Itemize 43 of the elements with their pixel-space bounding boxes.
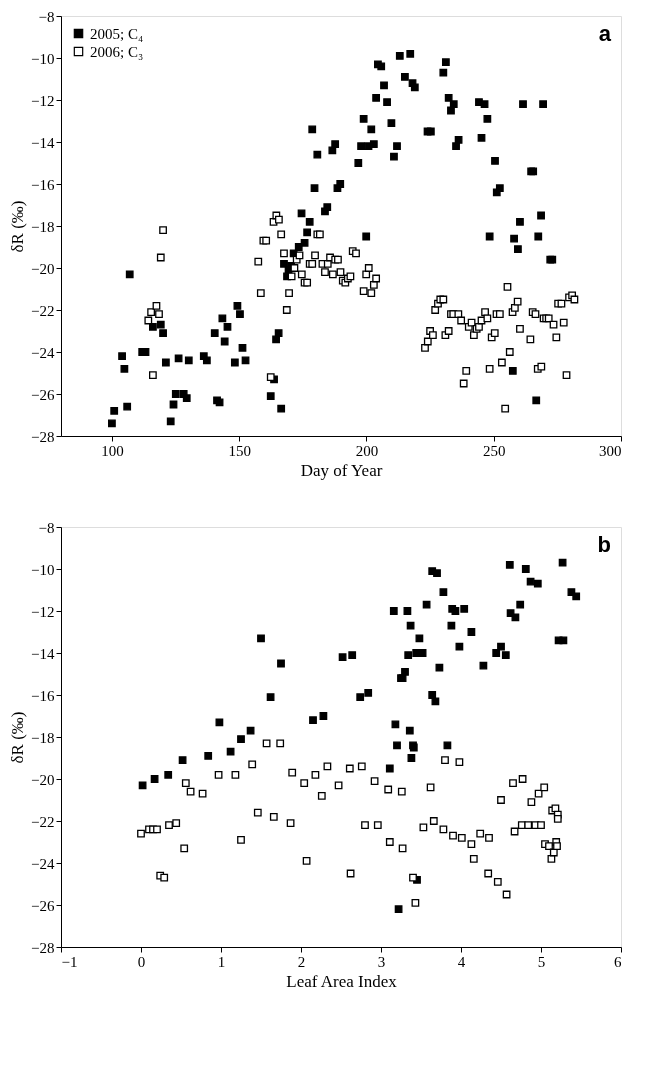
y-axis-title: δR (‰) — [8, 711, 28, 764]
annotation: a — [598, 21, 612, 46]
y-tick-label: −26 — [31, 897, 55, 914]
y-tick-label: −10 — [31, 50, 55, 67]
y-tick-label: −16 — [31, 687, 55, 704]
y-tick-label: −26 — [31, 386, 55, 403]
x-tick-label: 3 — [377, 953, 386, 970]
y-tick-label: −8 — [38, 8, 55, 25]
y-tick-label: −18 — [31, 218, 55, 235]
y-tick-label: −16 — [31, 176, 55, 193]
x-tick-label: 6 — [614, 953, 622, 970]
x-axis-title: Leaf Area Index — [286, 971, 398, 991]
x-tick-label: −1 — [61, 953, 78, 970]
y-tick-label: −14 — [31, 134, 55, 151]
y-tick-label: −20 — [31, 771, 55, 788]
y-tick-label: −12 — [31, 92, 55, 109]
x-tick-label: 2 — [297, 953, 306, 970]
y-tick-label: −24 — [31, 855, 55, 872]
y-tick-label: −20 — [31, 260, 55, 277]
x-tick-label: 100 — [101, 442, 124, 459]
x-tick-label: 300 — [599, 442, 622, 459]
x-tick-label: 200 — [355, 442, 379, 459]
y-tick-label: −28 — [31, 939, 55, 956]
y-tick-label: −18 — [31, 729, 55, 746]
x-tick-label: 5 — [537, 953, 546, 970]
y-tick-label: −8 — [38, 519, 55, 536]
legend-label: 2006; C₃ — [90, 43, 144, 60]
x-tick-label: 0 — [137, 953, 146, 970]
y-tick-label: −12 — [31, 603, 55, 620]
annotation: b — [597, 532, 611, 557]
y-tick-label: −28 — [31, 428, 55, 445]
y-tick-label: −22 — [31, 302, 55, 319]
legend-label: 2005; C₄ — [90, 25, 144, 42]
x-tick-label: 150 — [228, 442, 251, 459]
y-tick-label: −10 — [31, 561, 55, 578]
x-axis-title: Day of Year — [300, 460, 383, 480]
y-tick-label: −24 — [31, 344, 55, 361]
x-tick-label: 250 — [482, 442, 506, 459]
y-tick-label: −14 — [31, 645, 55, 662]
y-tick-label: −22 — [31, 813, 55, 830]
y-axis-title: δR (‰) — [8, 200, 28, 253]
x-tick-label: 1 — [217, 953, 226, 970]
x-tick-label: 4 — [457, 953, 466, 970]
